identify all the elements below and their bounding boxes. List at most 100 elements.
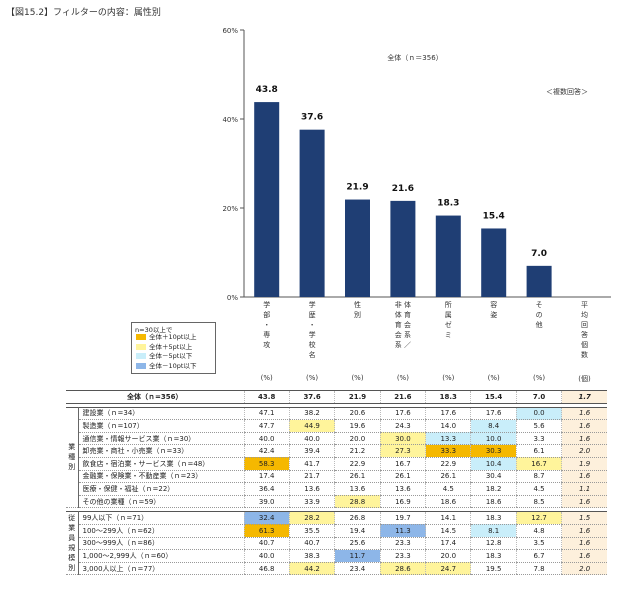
table-cell: 1.6 [561,470,608,484]
figure-title: 【図15.2】フィルターの内容：属性別 [6,8,161,18]
table-row: 通信業・情報サービス業（ｎ=30） 40.0 40.0 20.0 30.0 13.3 10.… [66,432,608,446]
table-cell: 8.5 [515,495,562,509]
table-cell: 14.5 [425,524,471,538]
table-cell: 1.6 [561,406,608,421]
legend-swatch [136,343,146,350]
column-unit: (%) [533,374,546,382]
table-cell: 18.3 [470,511,517,525]
bar [299,129,325,297]
column-header: 学 歴 ・ 学 校 名 [308,301,316,359]
table-cell: 33.3 [425,444,471,458]
table-row: 金融業・保険業・不動産業（ｎ=23） 17.4 21.7 26.1 26.1 26.1 30… [66,470,608,484]
row-label: 1,000～2,999人（ｎ=60） [78,549,244,563]
table-cell: 4.8 [515,524,562,538]
table-row: 医療・保健・福祉（ｎ=22） 36.4 13.6 13.6 13.6 4.5 18.2 4.5… [66,482,608,496]
table-cell: 8.7 [515,470,562,484]
table-cell: 6.1 [515,444,562,458]
table-cell: 32.4 [243,511,290,525]
table-cell: 1.6 [561,432,608,446]
table-cell: 4.5 [425,482,471,496]
table-cell: 17.4 [425,537,471,551]
table-cell: 23.3 [379,537,426,551]
column-header: 学 部 ・ 専 攻 [263,301,271,349]
table-cell: 28.2 [288,511,335,525]
row-label: 通信業・情報サービス業（ｎ=30） [78,432,244,446]
table-row: 100～299人（ｎ=62） 61.3 35.5 19.4 11.3 14.5 8.1 4.8… [66,524,608,538]
table-row: 1,000～2,999人（ｎ=60） 40.0 38.3 11.7 23.3 20.0 18… [66,549,608,563]
bar-value-label: 21.6 [392,184,414,194]
table-cell: 58.3 [243,457,290,471]
table-cell: 21.9 [334,390,381,404]
table-cell: 24.3 [379,419,426,433]
table-cell: 28.6 [379,562,426,576]
row-label: 300～999人（ｎ=86） [78,537,244,551]
column-unit: (個) [578,375,591,383]
column-header: 所 属 ゼ ミ [444,301,452,339]
table-cell: 18.3 [470,549,517,563]
table-cell: 47.1 [243,406,290,421]
table-cell: 13.3 [425,432,471,446]
row-label: 全体（ｎ=356） [66,390,244,404]
table-cell: 33.9 [288,495,335,509]
table-cell: 40.7 [243,537,290,551]
table-row: 従 業 員 規 模 別 99人以下（ｎ=71） 32.4 28.2 26.8 19.7 14… [66,511,608,576]
table-cell: 1.6 [561,495,608,509]
table-cell: 10.0 [470,432,517,446]
table-cell: 38.2 [288,406,335,421]
table-cell: 8.4 [470,419,517,433]
y-tick-label: 20% [222,205,238,213]
table-cell: 16.7 [515,457,562,471]
table-cell: 20.0 [334,432,381,446]
table-cell: 21.6 [379,390,426,404]
table-cell: 26.1 [379,470,426,484]
table-cell: 23.3 [379,549,426,563]
table-cell: 30.3 [470,444,517,458]
table-cell: 20.6 [334,406,381,421]
column-header: 平 均 回 答 個 数 [581,301,588,359]
column-unit: (%) [306,374,319,382]
table-cell: 16.9 [379,495,426,509]
table-cell: 1.6 [561,524,608,538]
table-cell: 2.0 [561,562,608,576]
bar-value-label: 7.0 [531,249,547,259]
table-cell: 14.1 [425,511,471,525]
table-cell: 30.0 [379,432,426,446]
table-cell: 38.3 [288,549,335,563]
table-row: 業 種 別建設業（ｎ=34） 47.1 38.2 20.6 17.6 17.6 17.6 0.… [66,406,608,509]
legend-item: 全体－10pt以下 [136,362,196,370]
bar-value-label: 15.4 [483,211,505,221]
column-unit: (%) [260,374,273,382]
bar [435,215,461,297]
table-cell: 13.6 [334,482,381,496]
table-cell: 26.8 [334,511,381,525]
table-cell: 7.8 [515,562,562,576]
table-cell: 18.3 [425,390,471,404]
table-cell: 25.6 [334,537,381,551]
table-cell: 20.0 [425,549,471,563]
table-cell: 22.9 [334,457,381,471]
column-unit: (%) [396,374,409,382]
table-row: その他の業種（ｎ=59） 39.0 33.9 28.8 16.9 18.6 18.6 8.5 1… [66,495,608,509]
table-cell: 44.9 [288,419,335,433]
table-cell: 42.4 [243,444,290,458]
row-label: 3,000人以上（ｎ=77） [78,562,244,576]
table-cell: 13.6 [379,482,426,496]
table-cell: 17.6 [425,406,471,421]
table-cell: 17.6 [379,406,426,421]
table-cell: 17.4 [243,470,290,484]
table-cell: 14.0 [425,419,471,433]
bar-value-label: 37.6 [301,113,323,123]
group-label: 業 種 別 [66,406,79,509]
table-cell: 12.7 [515,511,562,525]
row-label: 99人以下（ｎ=71） [78,511,244,525]
column-header: 容 姿 [490,301,498,319]
table-cell: 1.6 [561,419,608,433]
table-cell: 24.7 [425,562,471,576]
column-unit: (%) [351,374,364,382]
y-tick-label: 0% [227,294,238,302]
table-cell: 40.0 [243,432,290,446]
table-row-total: 全体（ｎ=356） 43.8 37.6 21.9 21.6 18.3 15.4 7.0 1.7 [66,390,608,404]
table-cell: 11.7 [334,549,381,563]
table-cell: 35.5 [288,524,335,538]
table-cell: 19.5 [470,562,517,576]
